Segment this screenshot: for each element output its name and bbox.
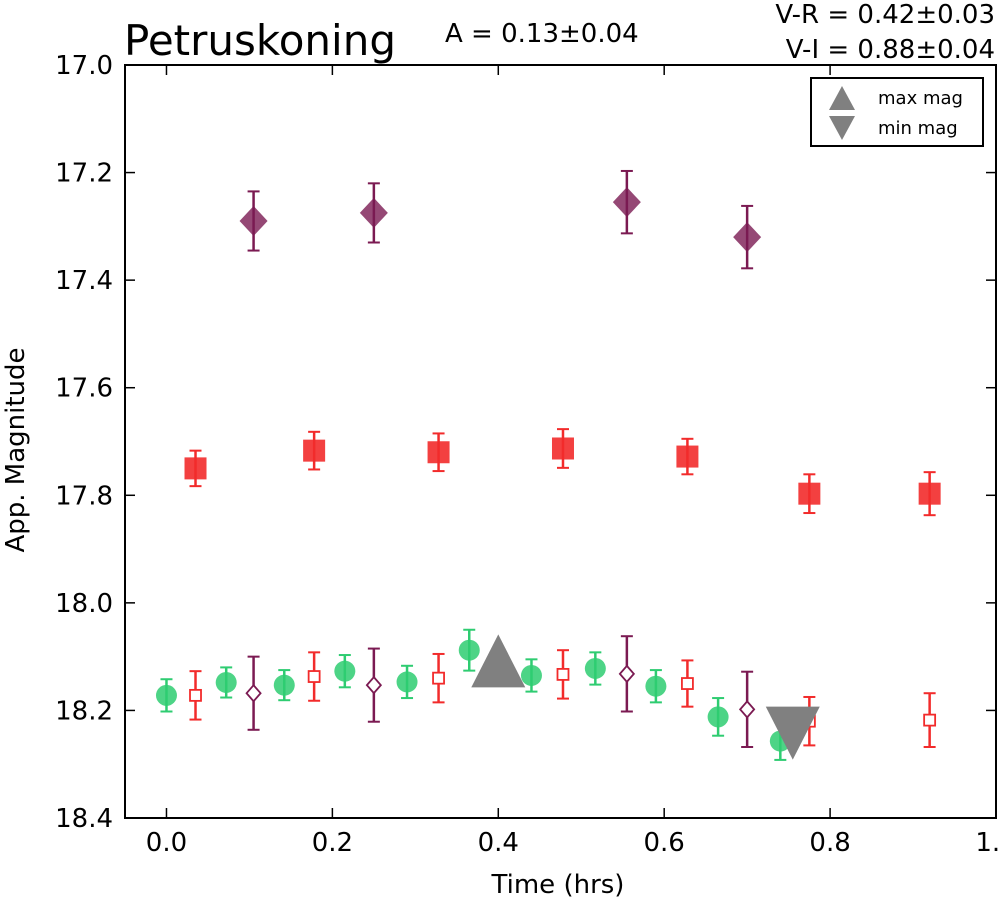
axis-ticks: 0.0 0.2 0.4 0.6 0.8 1.0 17.0 17.2 17.4 17.6 17.8 18…	[55, 51, 1000, 858]
data-point-s0-2	[612, 187, 641, 218]
x-tick-label: 1.0	[975, 828, 1000, 858]
data-point-s2-9	[707, 706, 729, 728]
x-tick-label: 0.0	[146, 828, 187, 858]
data-point-s4-3	[738, 699, 756, 719]
data-point-s0-3	[733, 222, 762, 253]
y-tick-label: 17.6	[55, 374, 113, 404]
data-point-s2-2	[273, 674, 295, 696]
y-axis-label: App. Magnitude	[1, 347, 31, 552]
x-tick-label: 0.6	[644, 828, 685, 858]
color-index-vr: V-R = 0.42±0.03	[775, 0, 995, 30]
data-point-s2-7	[584, 657, 606, 679]
data-point-s1-1	[303, 439, 326, 462]
legend-max-mag-label: max mag	[878, 88, 963, 109]
data-point-s2-8	[645, 675, 667, 697]
data-point-s4-2	[618, 664, 636, 684]
x-tick-label: 0.4	[478, 828, 519, 858]
data-point-s2-3	[334, 660, 356, 682]
data-point-s2-1	[215, 671, 237, 693]
chart-title: Petruskoning	[124, 16, 396, 65]
amplitude-label: A = 0.13±0.04	[445, 19, 639, 49]
y-tick-label: 18.0	[55, 589, 113, 619]
data-point-s0-1	[359, 197, 388, 228]
data-point-s4-1	[365, 675, 383, 695]
data-point-s2-4	[396, 671, 418, 693]
y-tick-label: 18.2	[55, 696, 113, 726]
data-point-s4-0	[245, 683, 262, 703]
data-point-s1-6	[918, 482, 941, 505]
data-point-s2-0	[155, 684, 177, 706]
data-point-s6-0	[765, 706, 820, 760]
y-tick-label: 17.0	[55, 51, 113, 81]
plot-frame	[124, 64, 997, 819]
data-point-s1-2	[427, 441, 450, 464]
data-point-s3-3	[556, 667, 570, 681]
plot-marks	[155, 169, 941, 761]
data-point-s1-0	[184, 457, 207, 480]
legend-min-mag-label: min mag	[878, 118, 958, 139]
data-point-s3-2	[432, 671, 445, 685]
legend-min-mag-marker	[829, 116, 855, 140]
data-point-s3-6	[923, 713, 937, 727]
data-point-s3-1	[307, 670, 321, 683]
x-tick-label: 0.8	[809, 828, 850, 858]
x-axis-label: Time (hrs)	[491, 870, 625, 900]
y-tick-label: 17.8	[55, 481, 113, 511]
legend: max mag min mag	[810, 77, 984, 147]
data-point-s1-3	[551, 437, 574, 460]
data-point-s3-0	[189, 688, 202, 702]
data-point-s0-0	[239, 205, 268, 236]
data-point-s1-5	[798, 482, 821, 505]
y-tick-label: 17.2	[55, 159, 113, 189]
y-tick-label: 17.4	[55, 266, 113, 296]
data-point-s5-0	[471, 634, 526, 688]
y-tick-label: 18.4	[55, 804, 113, 834]
data-point-s3-4	[681, 677, 694, 690]
data-point-s2-6	[520, 664, 542, 686]
x-tick-label: 0.2	[312, 828, 353, 858]
color-index-vi: V-I = 0.88±0.04	[786, 35, 995, 65]
data-point-s1-4	[676, 445, 699, 468]
data-point-s2-5	[458, 639, 480, 661]
legend-max-mag-marker	[829, 86, 855, 110]
